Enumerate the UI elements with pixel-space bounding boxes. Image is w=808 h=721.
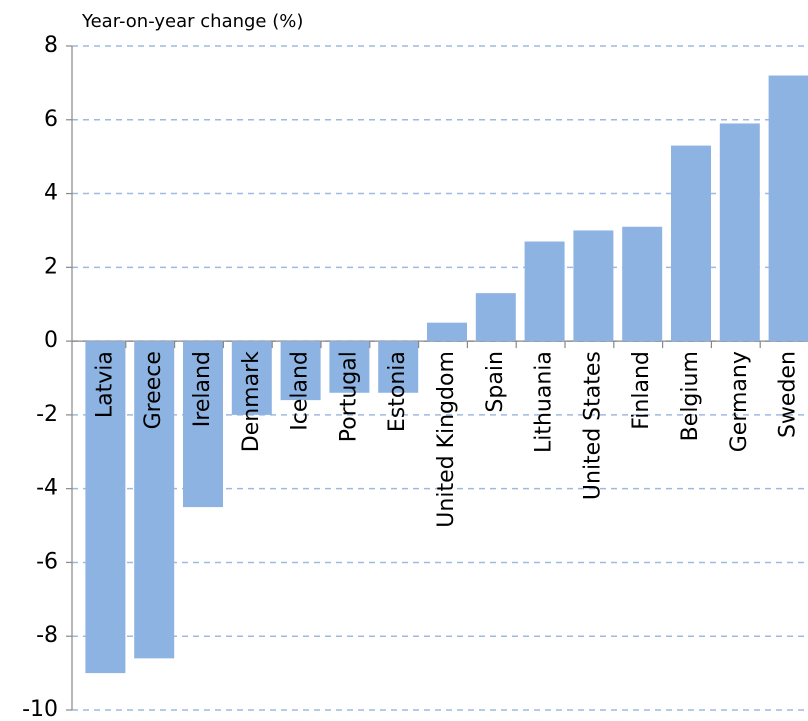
x-tick-label: Ireland (190, 351, 215, 427)
x-tick-label: Estonia (385, 351, 410, 432)
x-tick-label: Spain (483, 351, 508, 412)
bar (427, 322, 467, 342)
bar (622, 226, 663, 342)
x-tick-label: Denmark (239, 351, 264, 452)
x-tick-label: Finland (629, 351, 654, 430)
bar (231, 341, 272, 415)
x-tick-label: Greece (141, 351, 166, 429)
y-tick-label: -4 (36, 476, 58, 501)
y-tick-label: -8 (36, 623, 58, 648)
y-tick-label: 4 (44, 181, 58, 206)
y-tick-label: -2 (36, 402, 58, 427)
bar (475, 293, 516, 342)
x-tick-label: Sweden (776, 351, 801, 438)
bar (329, 341, 370, 393)
x-tick-label: Iceland (288, 351, 313, 431)
bar (719, 123, 760, 342)
y-tick-label: -10 (22, 697, 58, 721)
x-tick-label: Latvia (92, 351, 117, 418)
x-tick-label: Belgium (678, 351, 703, 441)
x-tick-label: Germany (727, 351, 752, 452)
bar (671, 145, 711, 342)
y-tick-label: 8 (44, 33, 58, 58)
x-tick-label: United States (580, 351, 605, 500)
x-tick-label: Portugal (336, 351, 361, 442)
x-tick-label: United Kingdom (434, 351, 459, 528)
y-tick-label: 2 (44, 254, 58, 279)
bar (524, 241, 565, 342)
y-tick-label: 0 (44, 328, 58, 353)
x-tick-label: Lithuania (532, 351, 557, 453)
chart-title: Year-on-year change (%) (81, 11, 303, 32)
bar (134, 341, 175, 659)
bar (768, 75, 808, 342)
y-tick-label: -6 (36, 549, 58, 574)
bar (183, 341, 223, 508)
bar (573, 230, 614, 342)
bar (85, 341, 126, 674)
bar (280, 341, 321, 401)
y-tick-label: 6 (44, 107, 58, 132)
bar (378, 341, 419, 393)
